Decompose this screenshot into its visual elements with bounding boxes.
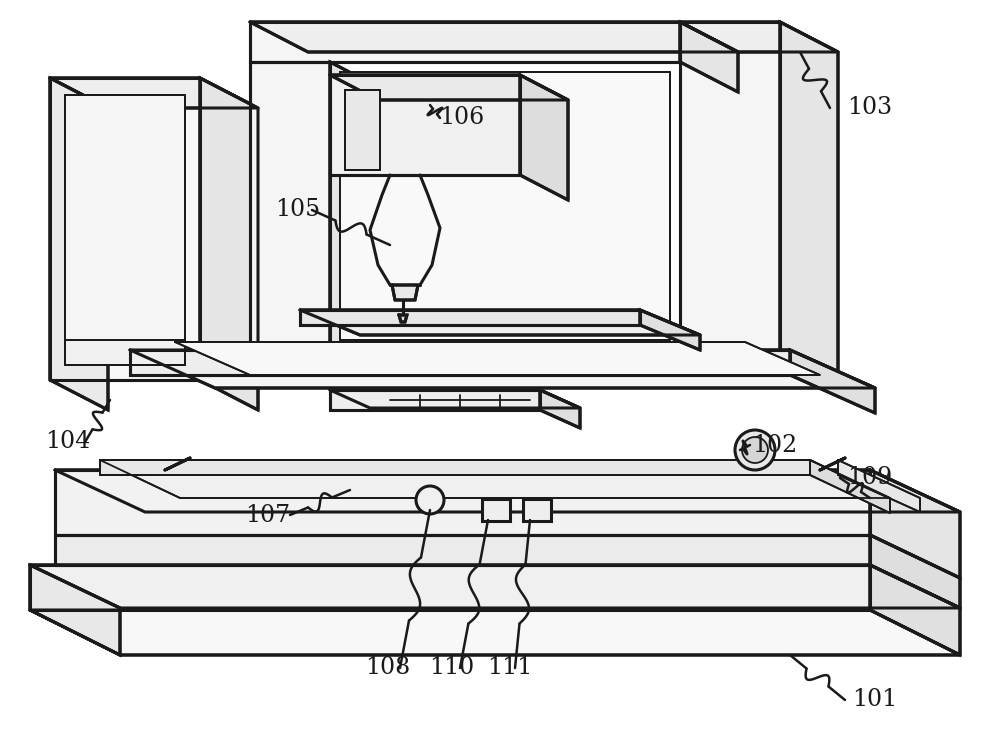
Polygon shape [330,62,388,390]
Polygon shape [680,22,780,350]
Polygon shape [399,315,407,322]
Polygon shape [65,95,185,365]
Polygon shape [300,310,700,335]
Polygon shape [30,565,870,610]
Circle shape [735,430,775,470]
Circle shape [416,486,444,514]
Polygon shape [130,350,875,388]
Polygon shape [392,285,418,300]
FancyBboxPatch shape [523,499,551,521]
Polygon shape [30,565,960,608]
Polygon shape [680,22,738,92]
Polygon shape [55,470,870,535]
Polygon shape [300,310,640,325]
Polygon shape [30,565,120,655]
Polygon shape [65,340,185,365]
Text: 104: 104 [45,430,91,454]
Text: 102: 102 [752,433,798,457]
Polygon shape [100,460,810,475]
Polygon shape [250,22,738,52]
Polygon shape [870,470,960,578]
Polygon shape [540,390,580,428]
Polygon shape [330,75,568,100]
Polygon shape [55,535,870,565]
Polygon shape [50,78,200,380]
Polygon shape [50,78,108,410]
Polygon shape [870,535,960,608]
Polygon shape [345,90,380,170]
Polygon shape [250,62,330,360]
Text: 111: 111 [487,657,533,679]
Text: 103: 103 [847,97,893,119]
Polygon shape [780,22,838,382]
Text: 107: 107 [245,504,291,526]
Polygon shape [330,390,540,410]
Polygon shape [100,460,890,498]
Polygon shape [55,470,960,512]
Polygon shape [790,350,875,413]
Polygon shape [870,565,960,655]
Polygon shape [330,75,520,175]
Circle shape [742,437,768,463]
Text: 106: 106 [439,106,485,130]
Polygon shape [640,310,700,350]
Polygon shape [175,342,820,375]
Polygon shape [680,22,838,52]
Polygon shape [130,350,790,375]
Polygon shape [200,78,258,410]
Polygon shape [30,610,960,655]
Polygon shape [810,460,890,513]
FancyBboxPatch shape [482,499,510,521]
Polygon shape [340,72,670,340]
Polygon shape [250,22,680,62]
Polygon shape [330,390,580,408]
Text: 105: 105 [275,198,321,222]
Polygon shape [50,78,258,108]
Polygon shape [520,75,568,200]
Text: 110: 110 [429,657,475,679]
Text: 109: 109 [847,466,893,490]
Text: 101: 101 [852,689,898,712]
Polygon shape [838,460,920,512]
Text: 108: 108 [365,657,411,679]
